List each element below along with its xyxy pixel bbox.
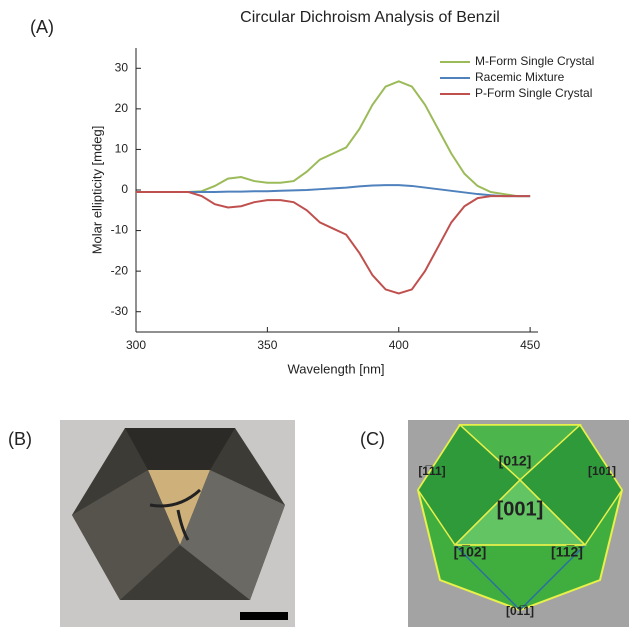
face-label: [1̅11] xyxy=(418,464,445,478)
face-label: [01̅1] xyxy=(506,604,534,618)
y-tick-label: 0 xyxy=(121,182,128,196)
y-tick-label: 10 xyxy=(115,142,129,156)
x-tick-label: 450 xyxy=(520,338,540,352)
face-label: [001] xyxy=(497,498,544,520)
panel-label: (A) xyxy=(30,17,54,37)
line-series xyxy=(136,191,531,295)
y-axis-label: Molar ellipticity [mdeg] xyxy=(89,126,104,255)
x-tick-label: 400 xyxy=(389,338,409,352)
face-label: [11̅2] xyxy=(551,544,583,560)
y-tick-label: -30 xyxy=(111,304,129,318)
x-axis-label: Wavelength [nm] xyxy=(287,361,384,376)
y-tick-label: -10 xyxy=(111,223,129,237)
x-tick-label: 300 xyxy=(126,338,146,352)
y-tick-label: 20 xyxy=(115,101,129,115)
chart-title: Circular Dichroism Analysis of Benzil xyxy=(240,9,500,26)
y-tick-label: -20 xyxy=(111,263,129,277)
y-tick-label: 30 xyxy=(115,60,129,74)
panel-label: (B) xyxy=(8,429,32,449)
crystal-photo xyxy=(60,420,295,627)
crystal-diagram xyxy=(408,420,629,627)
line-series xyxy=(136,80,531,198)
panel-label: (C) xyxy=(360,429,385,449)
face-label: [1̅02] xyxy=(454,544,487,560)
line-series xyxy=(136,184,531,198)
legend-label: P-Form Single Crystal xyxy=(475,86,592,100)
face-label: [012] xyxy=(499,453,532,469)
face-label: [101] xyxy=(588,464,616,478)
x-tick-label: 350 xyxy=(257,338,277,352)
legend-label: M-Form Single Crystal xyxy=(475,54,594,68)
legend-label: Racemic Mixture xyxy=(475,70,565,84)
